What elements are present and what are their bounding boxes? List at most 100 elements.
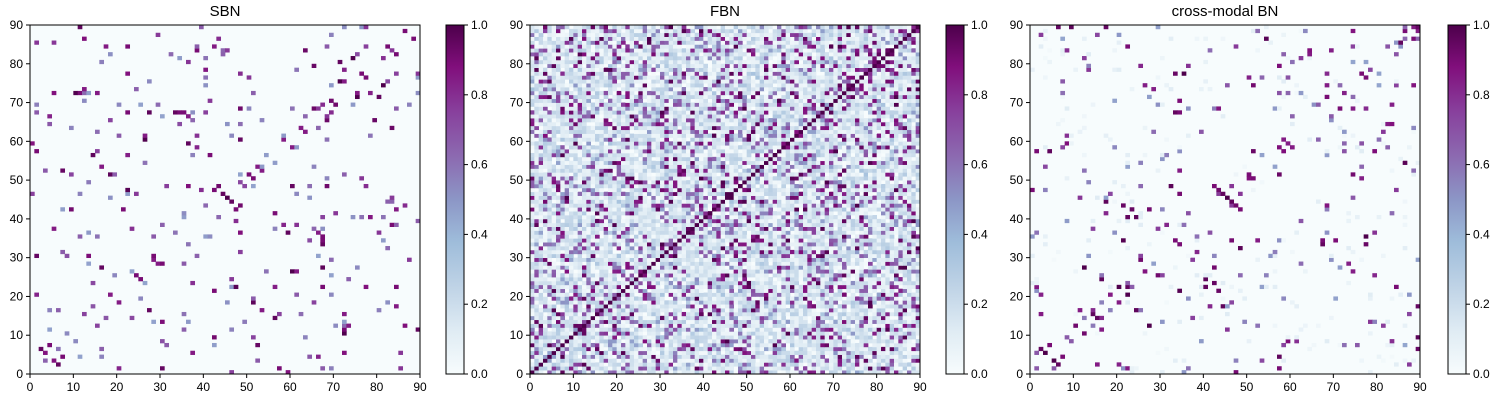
heatmap-cell	[820, 265, 826, 270]
heatmap-cell	[402, 203, 408, 208]
heatmap-cell	[690, 339, 696, 344]
heatmap-cell	[673, 230, 678, 235]
heatmap-cell	[629, 335, 635, 340]
heatmap-cell	[859, 366, 865, 371]
heatmap-cell	[77, 90, 83, 96]
heatmap-cell	[807, 370, 813, 375]
heatmap-cell	[716, 257, 722, 262]
heatmap-cell	[673, 238, 678, 243]
heatmap-cell	[781, 366, 787, 371]
heatmap-cell	[573, 331, 579, 336]
heatmap-cell	[668, 234, 674, 239]
heatmap-cell	[616, 308, 622, 313]
heatmap-cell	[768, 284, 774, 290]
heatmap-cell	[820, 215, 826, 220]
heatmap-cell	[573, 218, 579, 224]
heatmap-cell	[690, 183, 696, 189]
heatmap-cell	[816, 172, 821, 177]
heatmap-cell	[755, 366, 761, 371]
heatmap-cell	[608, 370, 613, 375]
heatmap-cell	[872, 296, 878, 301]
heatmap-cell	[881, 323, 886, 328]
heatmap-cell	[125, 44, 131, 49]
heatmap-cell	[664, 370, 670, 375]
heatmap-cell	[690, 288, 696, 293]
heatmap-cell	[569, 269, 574, 274]
heatmap-cell	[556, 323, 561, 328]
heatmap-cell	[859, 350, 865, 355]
heatmap-cell	[720, 222, 726, 227]
heatmap-cell	[738, 207, 743, 212]
heatmap-cell	[707, 311, 713, 317]
heatmap-cell	[712, 331, 717, 336]
heatmap-cell	[863, 366, 869, 371]
heatmap-cell	[837, 370, 843, 375]
heatmap-cell	[647, 273, 652, 278]
heatmap-cell	[720, 292, 726, 297]
heatmap-cell	[212, 187, 217, 193]
heatmap-cell	[863, 350, 869, 355]
heatmap-cell	[703, 191, 709, 196]
heatmap-cell	[907, 327, 912, 332]
heatmap-cell	[595, 315, 600, 321]
heatmap-cell	[712, 350, 717, 355]
heatmap-cell	[625, 207, 631, 212]
heatmap-cell	[634, 304, 639, 309]
heatmap-cell	[625, 273, 631, 278]
heatmap-cell	[551, 203, 557, 208]
heatmap-cell	[538, 354, 544, 359]
heatmap-cell	[889, 358, 895, 363]
heatmap-cell	[881, 207, 886, 212]
heatmap-cell	[837, 183, 843, 189]
heatmap-cell	[216, 36, 222, 41]
heatmap-cell	[677, 273, 683, 278]
heatmap-cell	[902, 327, 908, 332]
heatmap-cell	[543, 222, 548, 227]
heatmap-cell	[608, 246, 613, 251]
heatmap-cell	[746, 172, 752, 177]
heatmap-cell	[794, 358, 800, 363]
heatmap-cell	[725, 342, 730, 348]
heatmap-cell	[599, 199, 605, 204]
heatmap-cell	[151, 234, 157, 239]
heatmap-cell	[677, 265, 683, 270]
heatmap-cell	[781, 222, 787, 227]
heatmap-cell	[785, 218, 791, 224]
heatmap-cell	[543, 280, 548, 286]
heatmap-cell	[634, 315, 639, 321]
heatmap-cell	[889, 211, 895, 216]
heatmap-cell	[686, 222, 691, 227]
heatmap-cell	[764, 273, 769, 278]
heatmap-cell	[569, 215, 574, 220]
x-tick-label: 60	[283, 380, 297, 394]
heatmap-cell	[681, 366, 687, 371]
heatmap-cell	[599, 362, 605, 367]
heatmap-cell	[699, 242, 704, 247]
heatmap-cell	[911, 273, 917, 278]
heatmap-cell	[564, 323, 570, 328]
heatmap-cell	[668, 211, 674, 216]
heatmap-cell	[642, 211, 648, 216]
heatmap-cell	[868, 246, 873, 251]
heatmap-cell	[638, 222, 644, 227]
heatmap-cell	[833, 168, 839, 173]
heatmap-cell	[738, 199, 743, 204]
heatmap-cell	[837, 339, 843, 344]
heatmap-cell	[772, 195, 778, 200]
heatmap-cell	[716, 207, 722, 212]
heatmap-cell	[712, 242, 717, 247]
heatmap-cell	[785, 246, 791, 251]
heatmap-cell	[551, 249, 557, 255]
heatmap-cell	[590, 346, 596, 352]
heatmap-cell	[342, 350, 347, 355]
heatmap-cell	[573, 327, 579, 332]
heatmap-cell	[833, 249, 839, 255]
heatmap-cell	[638, 168, 644, 173]
heatmap-cell	[820, 261, 826, 266]
heatmap-cell	[560, 195, 566, 200]
heatmap-cell	[755, 180, 761, 185]
heatmap-cell	[881, 304, 886, 309]
heatmap-cell	[324, 183, 330, 189]
heatmap-cell	[803, 277, 808, 282]
heatmap-cell	[907, 215, 912, 220]
